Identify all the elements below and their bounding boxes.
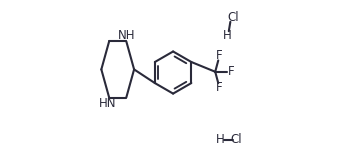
Text: NH: NH <box>118 29 136 42</box>
Text: F: F <box>216 81 223 94</box>
Text: HN: HN <box>99 97 116 110</box>
Text: F: F <box>216 49 223 62</box>
Text: H: H <box>216 133 225 146</box>
Text: Cl: Cl <box>230 133 242 146</box>
Text: F: F <box>228 65 235 78</box>
Text: H: H <box>223 29 231 42</box>
Text: Cl: Cl <box>227 11 239 24</box>
